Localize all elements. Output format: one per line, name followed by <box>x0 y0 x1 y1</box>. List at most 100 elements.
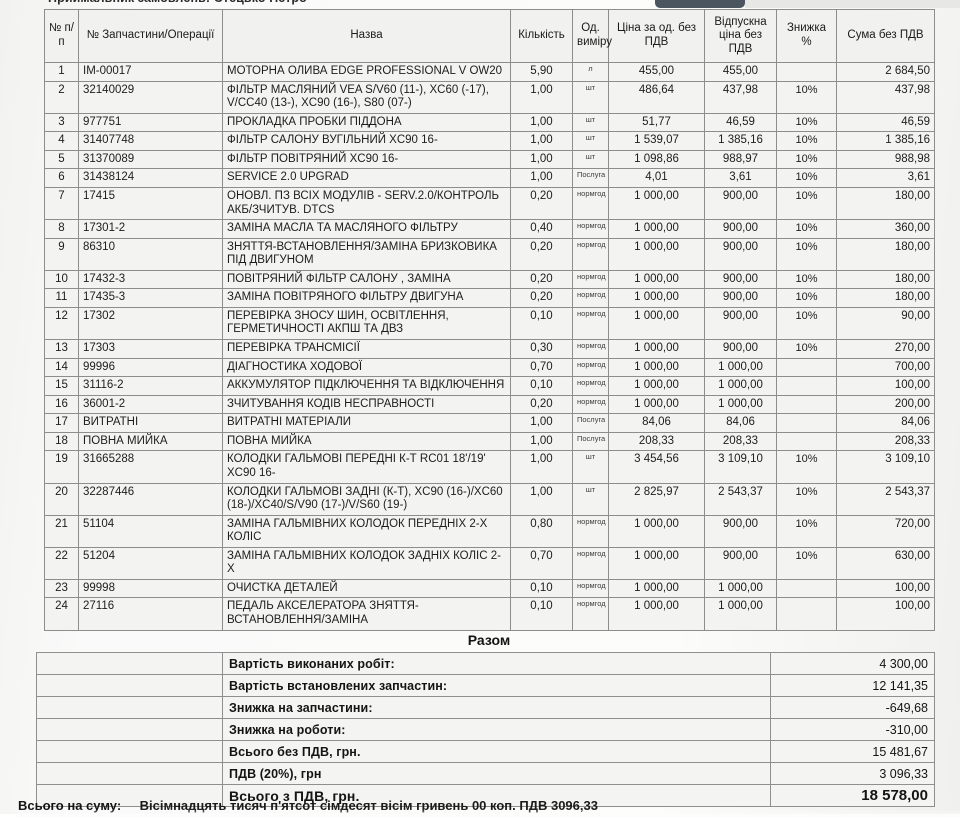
cell-unit: шт <box>572 80 609 114</box>
sum-in-words-label: Всього на суму: <box>18 798 122 813</box>
cell-sum: 720,00 <box>836 514 935 548</box>
cell-name: ОНОВЛ. ПЗ ВСІХ МОДУЛІВ - SERV.2.0/КОНТРО… <box>222 186 511 221</box>
cell-part-number: 51204 <box>78 546 223 580</box>
cell-unit: Послуга <box>572 413 609 433</box>
table-row: 11 17435-3 ЗАМІНА ПОВІТРЯНОГО ФІЛЬТРУ ДВИГ… <box>44 288 935 308</box>
cell-quantity: 1,00 <box>510 482 573 516</box>
cell-unit: нормгод <box>572 219 609 239</box>
totals-value: 12 141,35 <box>770 674 935 697</box>
cell-no: 12 <box>44 306 79 341</box>
cell-unit: нормгод <box>572 394 609 415</box>
cell-unit-price: 1 000,00 <box>608 219 705 239</box>
cell-unit-price: 1 000,00 <box>608 186 705 221</box>
cell-discount: 10% <box>776 186 837 221</box>
cell-discount: 10% <box>776 450 837 484</box>
table-row: 9 86310 ЗНЯТТЯ-ВСТАНОВЛЕННЯ/ЗАМІНА БРИЗКОВ… <box>44 237 935 271</box>
cell-no: 11 <box>44 288 79 308</box>
cell-release-price: 1 000,00 <box>704 376 777 396</box>
cell-sum: 46,59 <box>836 112 935 133</box>
cell-no: 2 <box>44 80 79 114</box>
totals-label: Вартість виконаних робіт: <box>222 652 771 675</box>
cell-unit-price: 1 000,00 <box>608 357 705 378</box>
cell-discount <box>776 431 837 452</box>
sum-in-words-text: Вісімнадцять тисяч п'ятсот сімдесят вісі… <box>139 798 598 813</box>
cell-discount: 10% <box>776 546 837 580</box>
cell-name: ЗАМІНА ГАЛЬМІВНИХ КОЛОДОК ПЕРЕДНІХ 2-Х К… <box>222 514 511 548</box>
totals-row: Знижка на роботи: -310,00 <box>36 718 935 741</box>
cell-release-price: 900,00 <box>704 546 777 580</box>
cell-name: КОЛОДКИ ГАЛЬМОВІ ПЕРЕДНІ К-Т RC01 18'/19… <box>222 450 511 484</box>
cell-release-price: 1 000,00 <box>704 597 777 631</box>
cell-unit-price: 1 000,00 <box>608 237 705 271</box>
cell-quantity: 0,20 <box>510 269 573 290</box>
cell-name: МОТОРНА ОЛИВА EDGE PROFESSIONAL V OW20 <box>222 62 511 82</box>
totals-value: 4 300,00 <box>770 652 935 675</box>
cell-unit-price: 1 000,00 <box>608 597 705 631</box>
table-row: 20 32287446 КОЛОДКИ ГАЛЬМОВІ ЗАДНІ (К-Т), … <box>44 482 935 516</box>
cell-unit: нормгод <box>572 269 609 290</box>
cell-discount: 10% <box>776 514 837 548</box>
items-table: № п/п № Запчастини/Операції Назва Кількі… <box>44 9 935 631</box>
totals-row: Всього без ПДВ, грн. 15 481,67 <box>36 740 935 763</box>
cell-unit: Послуга <box>572 168 609 188</box>
cell-quantity: 1,00 <box>510 80 573 114</box>
table-row: 14 99996 ДІАГНОСТИКА ХОДОВОЇ 0,70 нормгод 1 0… <box>44 357 935 378</box>
col-header-sum: Сума без ПДВ <box>836 9 935 63</box>
cell-release-price: 455,00 <box>704 62 777 82</box>
cell-no: 1 <box>44 62 79 82</box>
table-row: 22 51204 ЗАМІНА ГАЛЬМІВНИХ КОЛОДОК ЗАДНІХ … <box>44 546 935 580</box>
cell-unit: нормгод <box>572 357 609 378</box>
col-header-discount: Знижка % <box>776 9 837 63</box>
cell-unit: Послуга <box>572 431 609 452</box>
cell-discount <box>776 376 837 396</box>
cell-sum: 437,98 <box>836 80 935 114</box>
dark-badge-secondary <box>745 0 960 8</box>
cell-release-price: 900,00 <box>704 237 777 271</box>
cell-sum: 988,98 <box>836 149 935 170</box>
cell-quantity: 0,10 <box>510 376 573 396</box>
cell-no: 10 <box>44 269 79 290</box>
cell-no: 16 <box>44 394 79 415</box>
totals-value: -649,68 <box>770 696 935 719</box>
cell-quantity: 0,10 <box>510 306 573 341</box>
cell-sum: 1 385,16 <box>836 131 935 151</box>
cell-release-price: 900,00 <box>704 514 777 548</box>
cell-unit: нормгод <box>572 376 609 396</box>
cell-quantity: 1,00 <box>510 450 573 484</box>
cell-discount <box>776 413 837 433</box>
cell-sum: 2 684,50 <box>836 62 935 82</box>
col-header-release-price: Відпускна ціна без ПДВ <box>704 9 777 63</box>
cell-sum: 100,00 <box>836 376 935 396</box>
cell-quantity: 1,00 <box>510 431 573 452</box>
cell-no: 14 <box>44 357 79 378</box>
cell-release-price: 900,00 <box>704 339 777 359</box>
cell-no: 5 <box>44 149 79 170</box>
col-header-part: № Запчастини/Операції <box>78 9 223 63</box>
cell-sum: 180,00 <box>836 186 935 221</box>
cell-release-price: 900,00 <box>704 186 777 221</box>
cell-name: ПОВІТРЯНИЙ ФІЛЬТР САЛОНУ , ЗАМІНА <box>222 269 511 290</box>
cell-no: 3 <box>44 112 79 133</box>
cell-part-number: 31116-2 <box>78 376 223 396</box>
cell-part-number: 31370089 <box>78 149 223 170</box>
cell-sum: 3,61 <box>836 168 935 188</box>
cell-name: ЗАМІНА ПОВІТРЯНОГО ФІЛЬТРУ ДВИГУНА <box>222 288 511 308</box>
cell-no: 7 <box>44 186 79 221</box>
cell-quantity: 0,10 <box>510 597 573 631</box>
totals-row: Вартість виконаних робіт: 4 300,00 <box>36 652 935 675</box>
cell-unit-price: 84,06 <box>608 413 705 433</box>
cell-no: 8 <box>44 219 79 239</box>
cell-release-price: 900,00 <box>704 269 777 290</box>
table-row: 21 51104 ЗАМІНА ГАЛЬМІВНИХ КОЛОДОК ПЕРЕДНІ… <box>44 514 935 548</box>
cell-part-number: 17302 <box>78 306 223 341</box>
cell-name: ПОВНА МИЙКА <box>222 431 511 452</box>
totals-spacer <box>36 674 223 697</box>
cell-release-price: 900,00 <box>704 306 777 341</box>
cell-unit: нормгод <box>572 339 609 359</box>
table-row: 18 ПОВНА МИЙКА ПОВНА МИЙКА 1,00 Послуга 208,3… <box>44 431 935 452</box>
cell-release-price: 2 543,37 <box>704 482 777 516</box>
table-row: 6 31438124 SERVICE 2.0 UPGRAD 1,00 Послуга 4,… <box>44 168 935 188</box>
cell-part-number: 32140029 <box>78 80 223 114</box>
cell-unit-price: 1 000,00 <box>608 376 705 396</box>
